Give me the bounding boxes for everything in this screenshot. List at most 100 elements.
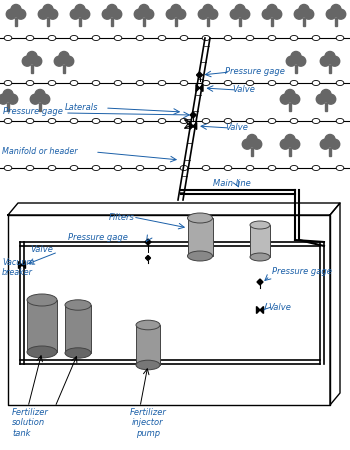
Circle shape bbox=[38, 9, 48, 19]
Ellipse shape bbox=[136, 81, 144, 86]
Bar bbox=[250, 225, 270, 257]
Circle shape bbox=[54, 56, 64, 66]
Ellipse shape bbox=[250, 221, 270, 229]
Circle shape bbox=[0, 94, 8, 104]
Circle shape bbox=[286, 56, 296, 66]
Bar bbox=[289, 103, 291, 111]
Circle shape bbox=[134, 9, 144, 19]
Circle shape bbox=[102, 9, 112, 19]
Polygon shape bbox=[145, 239, 151, 245]
Ellipse shape bbox=[48, 36, 56, 40]
Ellipse shape bbox=[312, 81, 320, 86]
Ellipse shape bbox=[26, 118, 34, 124]
Ellipse shape bbox=[312, 166, 320, 171]
Ellipse shape bbox=[136, 166, 144, 171]
Ellipse shape bbox=[246, 118, 254, 124]
Polygon shape bbox=[257, 306, 260, 314]
Bar bbox=[79, 18, 81, 26]
Circle shape bbox=[280, 139, 290, 149]
Bar bbox=[207, 18, 209, 26]
Ellipse shape bbox=[290, 81, 298, 86]
Bar bbox=[329, 148, 331, 156]
Ellipse shape bbox=[114, 36, 122, 40]
Ellipse shape bbox=[4, 81, 12, 86]
Ellipse shape bbox=[202, 36, 210, 40]
Circle shape bbox=[321, 90, 331, 99]
Ellipse shape bbox=[26, 166, 34, 171]
Circle shape bbox=[336, 9, 346, 19]
Ellipse shape bbox=[336, 166, 344, 171]
Circle shape bbox=[331, 4, 341, 14]
Polygon shape bbox=[190, 122, 193, 130]
Ellipse shape bbox=[268, 81, 276, 86]
Ellipse shape bbox=[158, 166, 166, 171]
Ellipse shape bbox=[180, 36, 188, 40]
Circle shape bbox=[291, 51, 301, 62]
Ellipse shape bbox=[92, 81, 100, 86]
Circle shape bbox=[299, 4, 309, 14]
Text: Valve: Valve bbox=[232, 86, 255, 94]
Bar bbox=[63, 65, 65, 72]
Ellipse shape bbox=[114, 81, 122, 86]
Circle shape bbox=[252, 139, 262, 149]
Circle shape bbox=[27, 51, 37, 62]
Ellipse shape bbox=[114, 166, 122, 171]
Circle shape bbox=[75, 4, 85, 14]
Circle shape bbox=[198, 9, 208, 19]
Polygon shape bbox=[22, 261, 26, 269]
Bar bbox=[329, 65, 331, 72]
Circle shape bbox=[330, 139, 340, 149]
Ellipse shape bbox=[92, 36, 100, 40]
Ellipse shape bbox=[4, 118, 12, 124]
Polygon shape bbox=[193, 122, 197, 130]
Ellipse shape bbox=[268, 118, 276, 124]
Text: Filters: Filters bbox=[109, 212, 135, 221]
Circle shape bbox=[326, 94, 336, 104]
Circle shape bbox=[203, 4, 213, 14]
Text: Laterals: Laterals bbox=[65, 104, 98, 112]
Circle shape bbox=[285, 90, 295, 99]
Ellipse shape bbox=[70, 166, 78, 171]
Circle shape bbox=[296, 56, 306, 66]
Circle shape bbox=[112, 9, 122, 19]
Circle shape bbox=[325, 51, 335, 62]
Bar bbox=[289, 148, 291, 156]
Circle shape bbox=[280, 94, 290, 104]
Ellipse shape bbox=[114, 118, 122, 124]
Ellipse shape bbox=[136, 118, 144, 124]
Polygon shape bbox=[260, 306, 264, 314]
Ellipse shape bbox=[48, 118, 56, 124]
Ellipse shape bbox=[4, 36, 12, 40]
Bar bbox=[7, 103, 9, 111]
Ellipse shape bbox=[268, 166, 276, 171]
Bar bbox=[15, 18, 17, 26]
Polygon shape bbox=[146, 256, 150, 261]
Ellipse shape bbox=[158, 118, 166, 124]
Ellipse shape bbox=[92, 118, 100, 124]
Ellipse shape bbox=[136, 320, 160, 330]
Circle shape bbox=[30, 94, 40, 104]
Ellipse shape bbox=[65, 348, 91, 358]
Bar bbox=[239, 18, 241, 26]
Ellipse shape bbox=[290, 118, 298, 124]
Ellipse shape bbox=[290, 36, 298, 40]
Circle shape bbox=[304, 9, 314, 19]
Ellipse shape bbox=[202, 118, 210, 124]
Circle shape bbox=[22, 56, 32, 66]
Ellipse shape bbox=[48, 166, 56, 171]
Circle shape bbox=[230, 9, 240, 19]
Ellipse shape bbox=[65, 300, 91, 310]
Ellipse shape bbox=[336, 36, 344, 40]
Ellipse shape bbox=[27, 346, 57, 358]
Ellipse shape bbox=[246, 36, 254, 40]
Bar bbox=[188, 218, 212, 256]
Circle shape bbox=[326, 9, 336, 19]
Bar bbox=[111, 18, 113, 26]
Circle shape bbox=[107, 4, 117, 14]
Circle shape bbox=[290, 94, 300, 104]
Ellipse shape bbox=[246, 166, 254, 171]
Circle shape bbox=[70, 9, 80, 19]
Text: Pressure gage: Pressure gage bbox=[225, 68, 285, 76]
Circle shape bbox=[166, 9, 176, 19]
Circle shape bbox=[139, 4, 149, 14]
